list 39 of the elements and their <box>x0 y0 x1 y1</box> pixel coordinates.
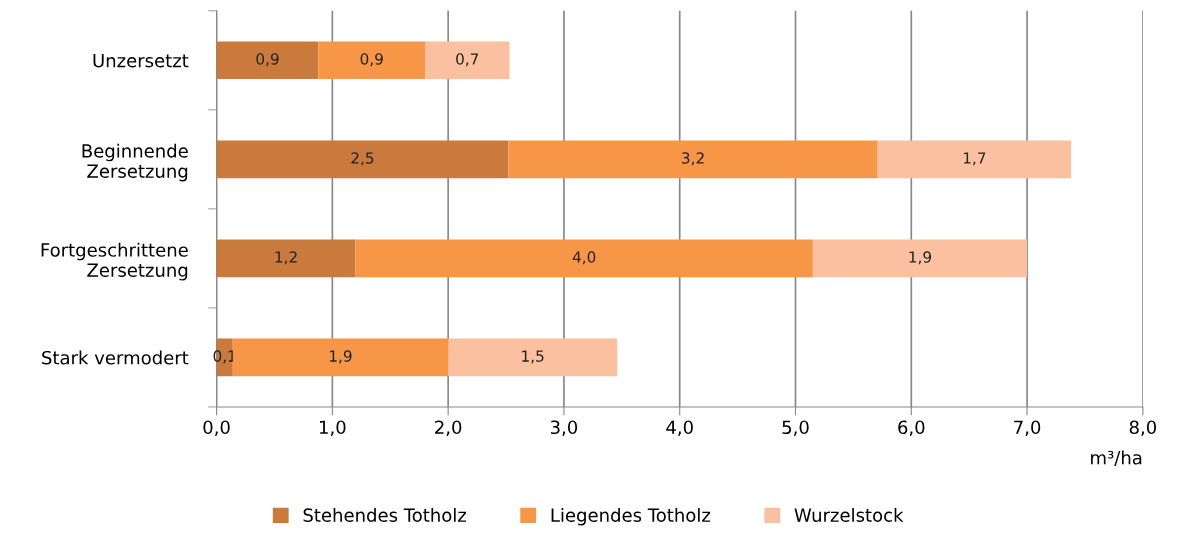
data-label: 0,7 <box>456 53 479 67</box>
x-axis-title: m³/ha <box>1091 450 1142 466</box>
x-tick-label: 0,0 <box>203 420 230 436</box>
x-tick-label: 5,0 <box>782 420 809 436</box>
data-label: 3,2 <box>682 152 704 166</box>
x-tick-label: 4,0 <box>666 420 693 436</box>
data-label: 1,7 <box>963 152 986 166</box>
data-label: 0,9 <box>360 53 383 67</box>
y-tick-label: Fortgeschrittene Zersetzung <box>41 242 188 281</box>
y-tick-label: Unzersetzt <box>93 54 189 68</box>
x-tick-label: 1,0 <box>319 420 346 436</box>
data-label: 2,5 <box>351 152 374 166</box>
x-tick-label: 7,0 <box>1014 420 1041 436</box>
legend-label: Liegendes Totholz <box>551 507 711 526</box>
bar <box>216 239 356 278</box>
data-label: 1,2 <box>275 251 297 265</box>
bar <box>877 140 1072 179</box>
x-tick-label: 8,0 <box>1129 420 1157 436</box>
bar <box>355 239 813 278</box>
data-label: 0,9 <box>256 53 279 67</box>
data-label: 1,9 <box>329 350 352 364</box>
bar <box>216 140 509 179</box>
bar <box>448 338 618 377</box>
bar <box>508 140 878 179</box>
data-label: 1,5 <box>522 350 544 364</box>
bar <box>812 239 1028 278</box>
bar <box>424 41 510 80</box>
x-tick-label: 2,0 <box>435 420 462 436</box>
x-tick-label: 6,0 <box>898 420 925 436</box>
legend-label: Stehendes Totholz <box>303 507 467 522</box>
bar <box>216 41 319 80</box>
y-tick-label: Beginnende Zersetzung <box>82 143 188 182</box>
data-label: 4,0 <box>572 251 596 265</box>
legend-label: Wurzelstock <box>794 507 904 522</box>
y-tick-label: Stark vermodert <box>42 350 189 365</box>
bar <box>318 41 425 80</box>
bar <box>232 338 449 377</box>
x-tick-label: 3,0 <box>550 420 578 436</box>
data-label: 1,9 <box>909 251 932 265</box>
